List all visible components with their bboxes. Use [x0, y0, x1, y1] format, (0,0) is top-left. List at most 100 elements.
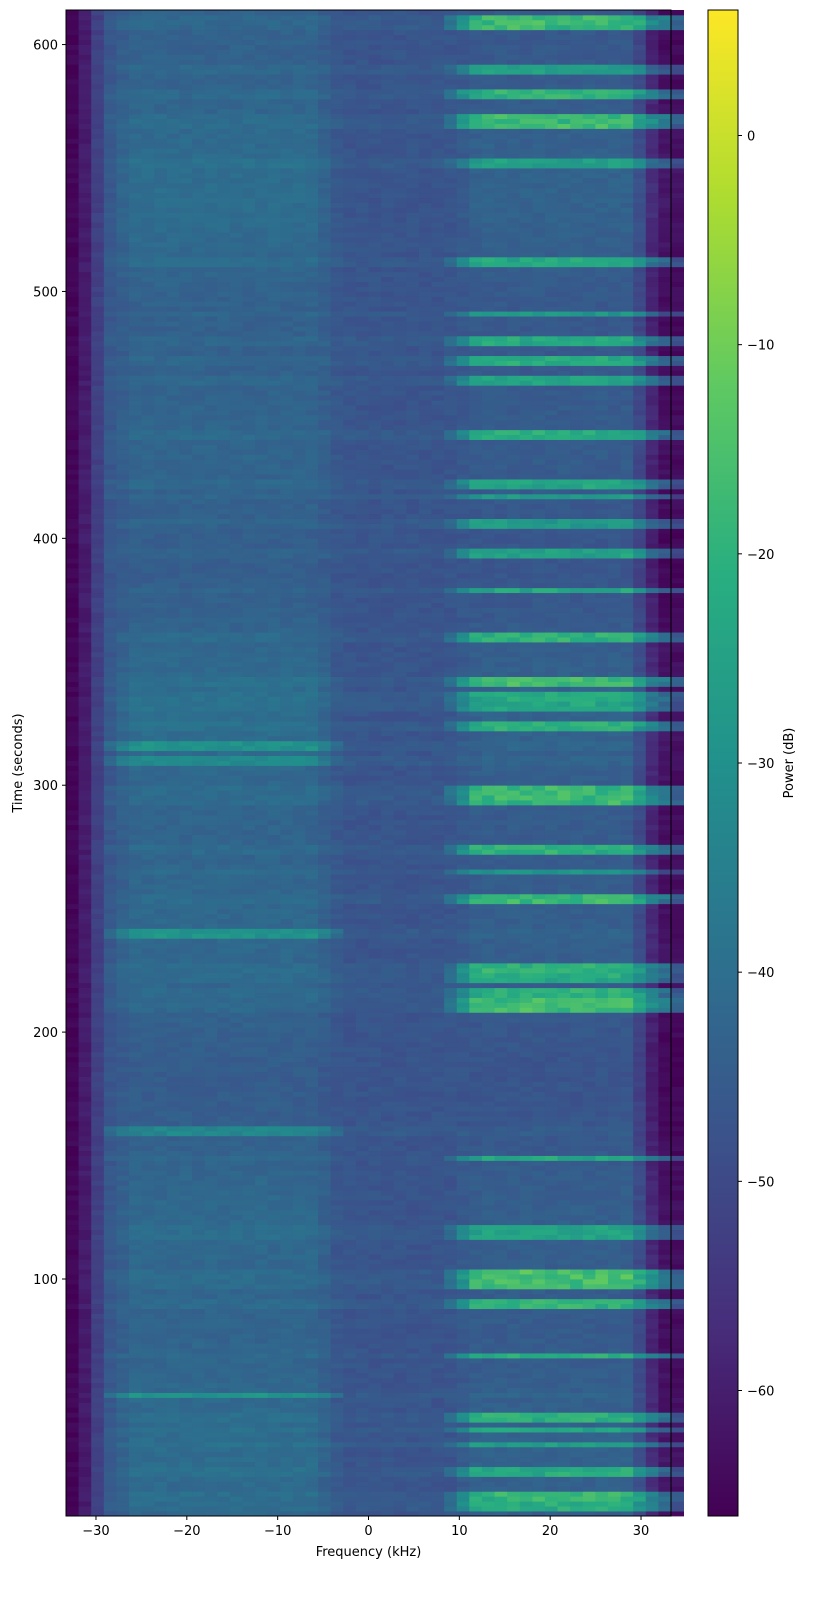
heatmap-cell — [255, 1190, 269, 1196]
heatmap-cell — [103, 1298, 117, 1305]
heatmap-cell — [431, 1372, 445, 1379]
heatmap-cell — [582, 1111, 596, 1117]
heatmap-cell — [444, 1214, 458, 1221]
heatmap-cell — [456, 1278, 470, 1285]
heatmap-cell — [280, 1061, 294, 1068]
heatmap-cell — [255, 1353, 269, 1359]
heatmap-cell — [381, 1091, 395, 1097]
heatmap-cell — [633, 1041, 647, 1048]
heatmap-cell — [381, 1037, 395, 1043]
heatmap-cell — [431, 1382, 445, 1389]
heatmap-cell — [103, 1150, 117, 1156]
heatmap-cell — [431, 1081, 445, 1087]
heatmap-cell — [103, 1441, 117, 1448]
heatmap-cell — [192, 1382, 206, 1389]
heatmap-cell — [318, 1283, 332, 1290]
heatmap-cell — [368, 1229, 382, 1235]
heatmap-cell — [595, 1180, 609, 1186]
heatmap-cell — [671, 1101, 684, 1107]
heatmap-cell — [658, 1338, 672, 1344]
heatmap-cell — [393, 1486, 407, 1492]
heatmap-cell — [607, 1293, 621, 1300]
heatmap-cell — [532, 1244, 546, 1250]
heatmap-cell — [141, 1239, 155, 1245]
heatmap-cell — [280, 1214, 294, 1221]
heatmap-cell — [494, 1066, 508, 1073]
heatmap-cell — [179, 1209, 193, 1216]
heatmap-cell — [166, 1392, 180, 1398]
heatmap-cell — [456, 1170, 470, 1176]
heatmap-cell — [544, 1180, 558, 1186]
heatmap-cell — [368, 1160, 382, 1166]
heatmap-cell — [343, 1491, 357, 1497]
heatmap-cell — [620, 1441, 634, 1448]
heatmap-cell — [103, 1017, 117, 1023]
heatmap-cell — [204, 1417, 218, 1423]
heatmap-cell — [91, 1377, 105, 1384]
heatmap-cell — [570, 1165, 584, 1171]
heatmap-cell — [658, 1219, 672, 1226]
heatmap-cell — [469, 1372, 483, 1379]
heatmap-cell — [280, 1501, 294, 1507]
heatmap-cell — [456, 1022, 470, 1028]
heatmap-cell — [129, 1293, 143, 1300]
heatmap-cell — [78, 1180, 92, 1186]
heatmap-cell — [368, 1027, 382, 1033]
heatmap-cell — [280, 1283, 294, 1290]
heatmap-cell — [645, 1362, 659, 1369]
heatmap-cell — [141, 1150, 155, 1156]
heatmap-cell — [469, 1081, 483, 1087]
heatmap-cell — [154, 1461, 168, 1468]
heatmap-cell — [570, 1427, 584, 1433]
heatmap-cell — [103, 1076, 117, 1082]
heatmap-cell — [582, 1066, 596, 1073]
heatmap-cell — [582, 1446, 596, 1453]
heatmap-cell — [255, 1071, 269, 1077]
heatmap-cell — [305, 1461, 319, 1468]
heatmap-cell — [330, 1081, 344, 1087]
heatmap-cell — [141, 1471, 155, 1477]
heatmap-cell — [481, 1135, 495, 1142]
heatmap-cell — [330, 1308, 344, 1314]
heatmap-cell — [66, 1096, 79, 1102]
heatmap-cell — [544, 1288, 558, 1295]
heatmap-cell — [645, 1338, 659, 1344]
heatmap-cell — [570, 1506, 584, 1512]
heatmap-cell — [444, 1120, 458, 1127]
heatmap-cell — [557, 1027, 571, 1033]
heatmap-cell — [242, 1012, 256, 1018]
heatmap-cell — [103, 1101, 117, 1107]
heatmap-cell — [343, 1086, 357, 1092]
heatmap-cell — [229, 1012, 243, 1018]
heatmap-cell — [494, 1229, 508, 1235]
heatmap-cell — [166, 1214, 180, 1221]
heatmap-cell — [91, 1466, 105, 1472]
heatmap-cell — [532, 1111, 546, 1117]
heatmap-cell — [519, 1165, 533, 1171]
heatmap-cell — [544, 1353, 558, 1359]
heatmap-cell — [519, 1446, 533, 1453]
heatmap-cell — [444, 1180, 458, 1186]
heatmap-cell — [267, 1239, 281, 1245]
heatmap-cell — [229, 1086, 243, 1092]
heatmap-cell — [607, 1353, 621, 1359]
heatmap-cell — [582, 1491, 596, 1497]
heatmap-cell — [393, 1278, 407, 1285]
heatmap-cell — [406, 1298, 420, 1305]
heatmap-cell — [633, 1071, 647, 1077]
heatmap-cell — [242, 1254, 256, 1260]
heatmap-cell — [620, 1190, 634, 1196]
heatmap-cell — [78, 1106, 92, 1112]
heatmap-cell — [607, 1313, 621, 1319]
heatmap-cell — [532, 1343, 546, 1349]
heatmap-cell — [91, 1269, 105, 1275]
heatmap-cell — [431, 1106, 445, 1112]
heatmap-cell — [318, 1387, 332, 1393]
heatmap-cell — [343, 1037, 357, 1043]
heatmap-cell — [318, 1511, 332, 1517]
heatmap-cell — [204, 1392, 218, 1398]
heatmap-cell — [355, 1091, 369, 1097]
heatmap-cell — [141, 1076, 155, 1082]
heatmap-cell — [519, 1343, 533, 1349]
heatmap-cell — [671, 1446, 684, 1453]
